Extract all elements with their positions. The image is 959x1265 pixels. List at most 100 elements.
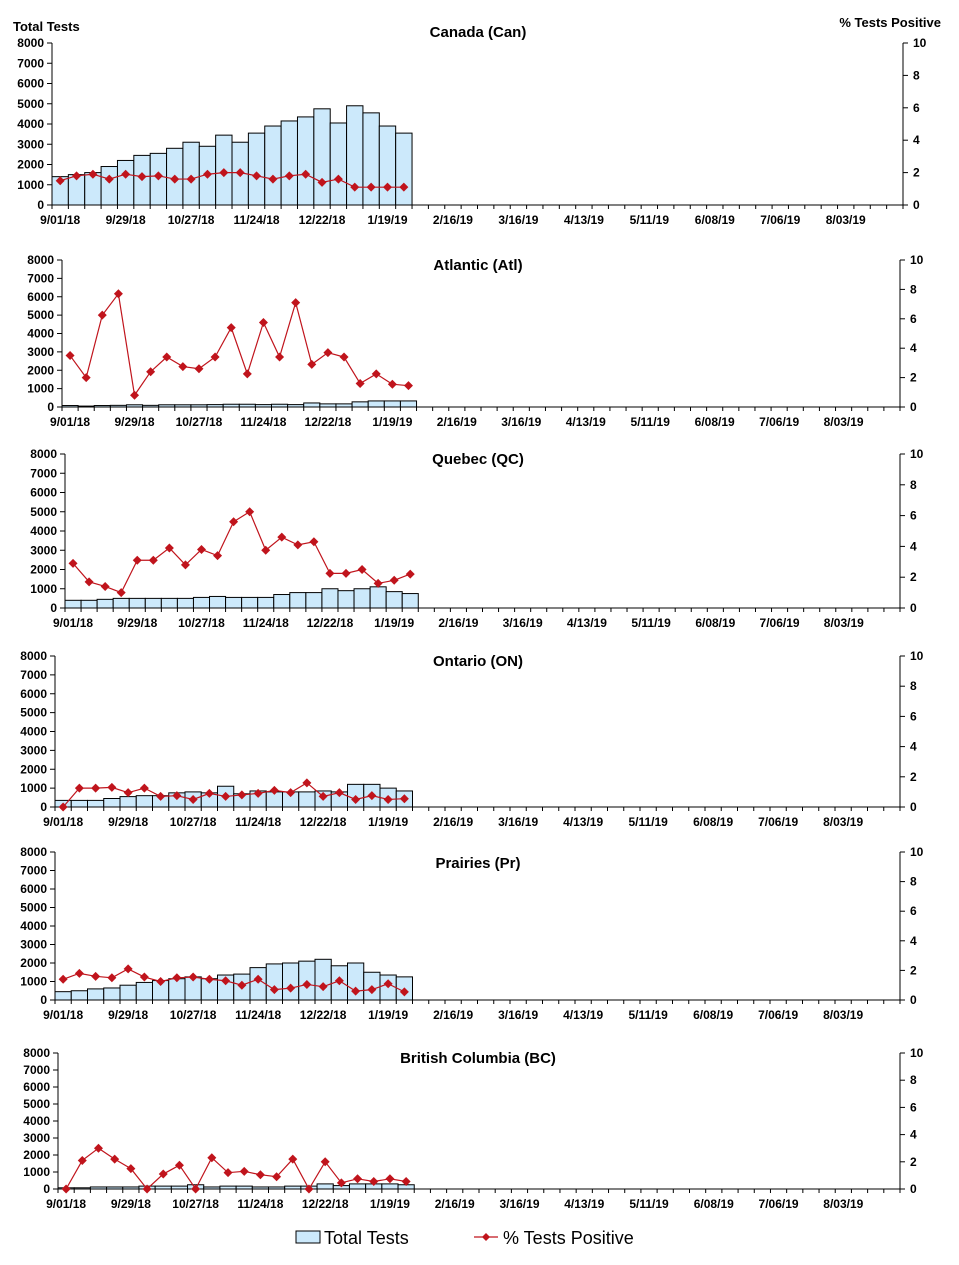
point-pct-positive xyxy=(172,973,182,983)
point-pct-positive xyxy=(252,171,262,181)
left-tick-label: 2000 xyxy=(27,363,54,377)
point-pct-positive xyxy=(277,532,287,542)
point-pct-positive xyxy=(357,565,367,574)
x-tick-label: 9/01/18 xyxy=(43,815,83,829)
bar-total-tests xyxy=(182,141,200,206)
left-tick-label: 7000 xyxy=(27,271,54,285)
point-pct-positive xyxy=(91,971,101,981)
left-tick-label: 4000 xyxy=(20,919,47,933)
x-tick-label: 9/01/18 xyxy=(50,415,90,429)
point-pct-positive xyxy=(156,791,166,801)
bar-total-tests xyxy=(225,596,243,609)
point-pct-positive xyxy=(221,976,231,986)
left-tick-label: 3000 xyxy=(17,137,44,151)
point-pct-positive xyxy=(237,790,247,800)
point-pct-positive xyxy=(286,983,296,993)
bar-total-tests xyxy=(348,1183,367,1190)
left-tick-label: 1000 xyxy=(20,975,47,989)
bar-total-tests xyxy=(103,987,121,1001)
right-tick-label: 2 xyxy=(910,770,917,784)
point-pct-positive xyxy=(121,169,131,179)
left-tick-label: 0 xyxy=(50,601,57,615)
x-tick-label: 6/08/19 xyxy=(693,815,733,829)
x-tick-label: 6/08/19 xyxy=(694,1197,734,1211)
bar-total-tests xyxy=(264,125,282,206)
point-pct-positive xyxy=(210,352,220,362)
x-tick-label: 4/13/19 xyxy=(564,1197,604,1211)
legend-diamond-icon xyxy=(482,1233,490,1241)
bar-total-tests xyxy=(70,990,88,1001)
left-tick-label: 5000 xyxy=(20,901,47,915)
right-tick-label: 4 xyxy=(910,539,917,553)
x-tick-label: 9/29/18 xyxy=(108,1008,148,1022)
point-pct-positive xyxy=(399,987,409,997)
point-pct-positive xyxy=(288,1154,298,1164)
bar-total-tests xyxy=(303,402,321,408)
chart-title: British Columbia (BC) xyxy=(400,1050,556,1067)
point-pct-positive xyxy=(245,507,255,517)
right-tick-label: 4 xyxy=(913,133,920,147)
x-tick-label: 11/24/18 xyxy=(240,415,286,429)
bar-total-tests xyxy=(87,988,105,1001)
bar-total-tests xyxy=(313,108,331,206)
line-pct-positive xyxy=(60,172,404,188)
point-pct-positive xyxy=(137,172,147,182)
point-pct-positive xyxy=(219,168,229,178)
x-tick-label: 5/11/19 xyxy=(628,1008,668,1022)
right-tick-label: 2 xyxy=(910,1155,917,1169)
legend: Total Tests % Tests Positive xyxy=(295,1228,634,1248)
x-tick-label: 2/16/19 xyxy=(433,213,473,227)
bar-total-tests xyxy=(96,598,114,609)
left-tick-label: 5000 xyxy=(30,505,57,519)
left-tick-label: 8000 xyxy=(20,845,47,859)
right-tick-label: 10 xyxy=(910,1046,924,1060)
right-tick-label: 0 xyxy=(913,198,920,212)
point-pct-positive xyxy=(307,359,317,369)
left-tick-label: 5000 xyxy=(17,97,44,111)
point-pct-positive xyxy=(123,788,133,798)
x-tick-label: 6/08/19 xyxy=(695,213,735,227)
point-pct-positive xyxy=(68,558,78,568)
point-pct-positive xyxy=(387,379,397,389)
x-tick-label: 8/03/19 xyxy=(826,213,866,227)
x-tick-label: 9/01/18 xyxy=(43,1008,83,1022)
point-pct-positive xyxy=(302,979,312,989)
left-tick-label: 2000 xyxy=(23,1148,50,1162)
point-pct-positive xyxy=(126,1164,136,1174)
bar-total-tests xyxy=(257,596,275,609)
bar-total-tests xyxy=(241,596,259,609)
point-pct-positive xyxy=(383,979,393,989)
point-pct-positive xyxy=(172,791,182,801)
x-tick-label: 9/29/18 xyxy=(106,213,146,227)
bar-total-tests xyxy=(321,588,339,609)
left-tick-label: 3000 xyxy=(20,938,47,952)
point-pct-positive xyxy=(401,1177,411,1187)
x-tick-label: 4/13/19 xyxy=(566,415,606,429)
point-pct-positive xyxy=(369,1177,379,1187)
point-pct-positive xyxy=(333,174,343,184)
point-pct-positive xyxy=(353,1174,363,1184)
x-tick-label: 8/03/19 xyxy=(823,1008,863,1022)
left-tick-label: 6000 xyxy=(30,486,57,500)
x-tick-label: 1/19/19 xyxy=(374,616,414,630)
point-pct-positive xyxy=(304,1184,314,1194)
point-pct-positive xyxy=(174,1160,184,1170)
left-tick-label: 6000 xyxy=(27,290,54,304)
x-tick-label: 4/13/19 xyxy=(563,1008,603,1022)
x-tick-label: 11/24/18 xyxy=(234,213,280,227)
point-pct-positive xyxy=(196,544,206,554)
right-tick-label: 4 xyxy=(910,934,917,948)
point-pct-positive xyxy=(399,182,409,192)
point-pct-positive xyxy=(100,581,110,591)
bar-total-tests xyxy=(54,991,72,1001)
x-tick-label: 10/27/18 xyxy=(172,1197,219,1211)
right-tick-label: 8 xyxy=(910,282,917,296)
bar-total-tests xyxy=(316,1183,334,1190)
x-tick-label: 2/16/19 xyxy=(438,616,478,630)
left-tick-label: 6000 xyxy=(17,77,44,91)
bar-total-tests xyxy=(64,599,82,609)
right-tick-label: 8 xyxy=(910,679,917,693)
line-pct-positive xyxy=(62,968,405,993)
point-pct-positive xyxy=(191,1184,201,1194)
bar-total-tests xyxy=(176,597,194,609)
